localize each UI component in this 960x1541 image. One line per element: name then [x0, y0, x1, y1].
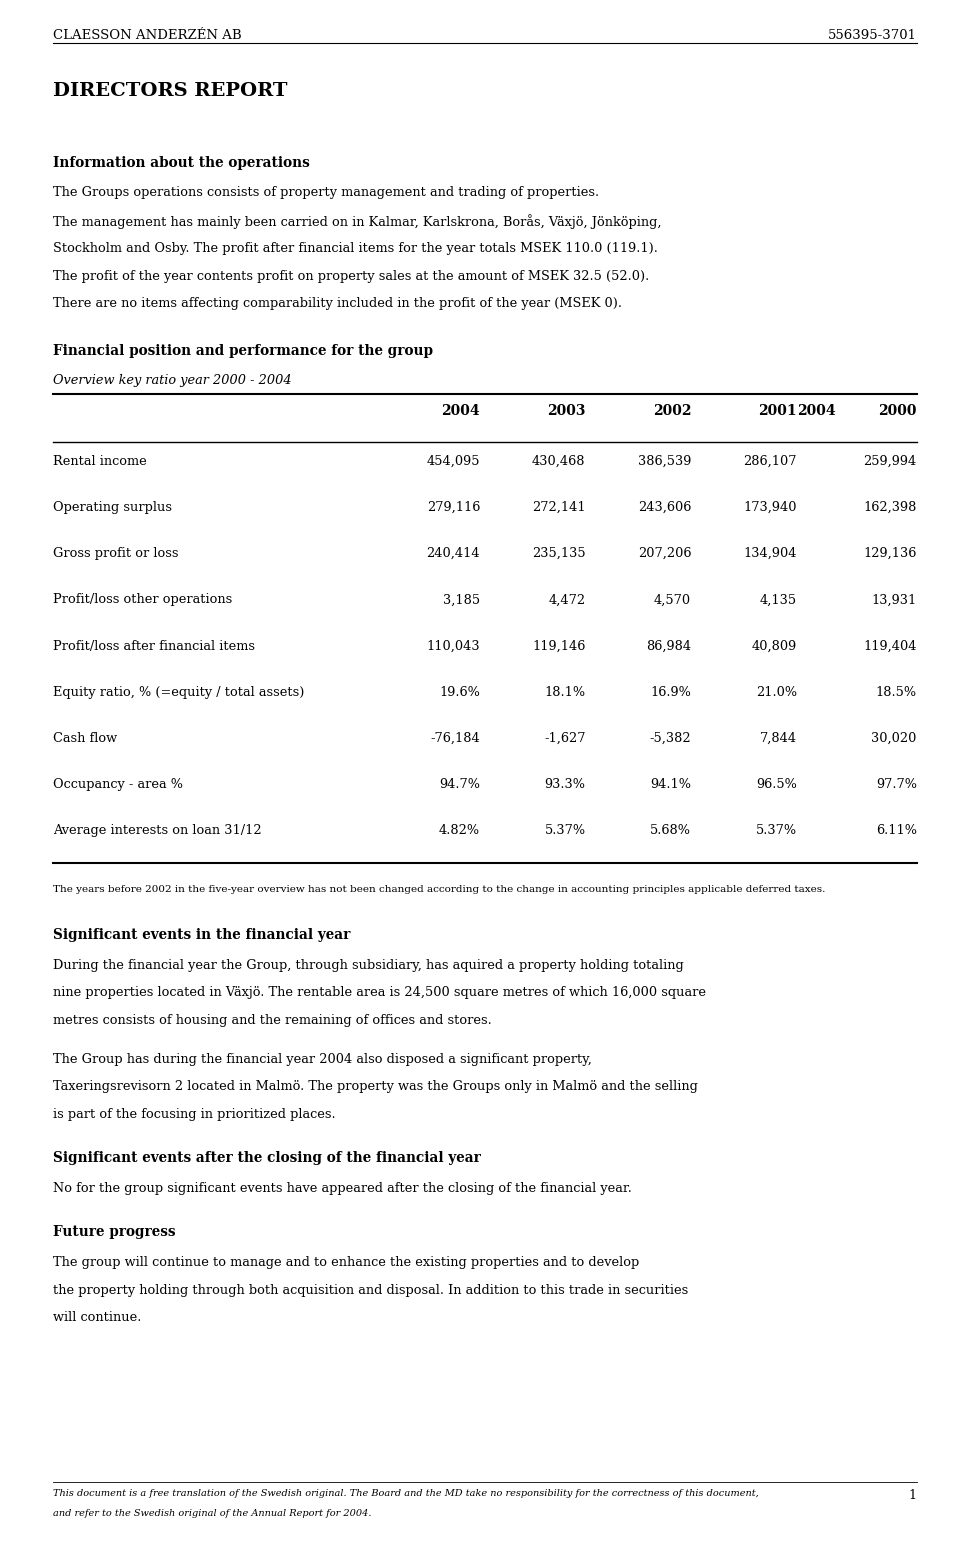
Text: 16.9%: 16.9%: [650, 686, 691, 698]
Text: 240,414: 240,414: [426, 547, 480, 559]
Text: Cash flow: Cash flow: [53, 732, 117, 744]
Text: 272,141: 272,141: [532, 501, 586, 513]
Text: 6.11%: 6.11%: [876, 824, 917, 837]
Text: is part of the focusing in prioritized places.: is part of the focusing in prioritized p…: [53, 1108, 335, 1120]
Text: Average interests on loan 31/12: Average interests on loan 31/12: [53, 824, 261, 837]
Text: 5.68%: 5.68%: [650, 824, 691, 837]
Text: The Group has during the financial year 2004 also disposed a significant propert: The Group has during the financial year …: [53, 1053, 591, 1065]
Text: CLAESSON ANDERZÉN AB: CLAESSON ANDERZÉN AB: [53, 29, 241, 42]
Text: 286,107: 286,107: [743, 455, 797, 467]
Text: 4,570: 4,570: [654, 593, 691, 606]
Text: 7,844: 7,844: [759, 732, 797, 744]
Text: 93.3%: 93.3%: [544, 778, 586, 791]
Text: metres consists of housing and the remaining of offices and stores.: metres consists of housing and the remai…: [53, 1014, 492, 1026]
Text: DIRECTORS REPORT: DIRECTORS REPORT: [53, 82, 287, 100]
Text: Significant events in the financial year: Significant events in the financial year: [53, 928, 350, 942]
Text: The group will continue to manage and to enhance the existing properties and to : The group will continue to manage and to…: [53, 1256, 639, 1268]
Text: No for the group significant events have appeared after the closing of the finan: No for the group significant events have…: [53, 1182, 632, 1194]
Text: 2004: 2004: [442, 404, 480, 418]
Text: will continue.: will continue.: [53, 1311, 141, 1324]
Text: Significant events after the closing of the financial year: Significant events after the closing of …: [53, 1151, 481, 1165]
Text: The profit of the year contents profit on property sales at the amount of MSEK 3: The profit of the year contents profit o…: [53, 270, 649, 282]
Text: the property holding through both acquisition and disposal. In addition to this : the property holding through both acquis…: [53, 1284, 688, 1296]
Text: 2000: 2000: [878, 404, 917, 418]
Text: nine properties located in Växjö. The rentable area is 24,500 square metres of w: nine properties located in Växjö. The re…: [53, 986, 706, 999]
Text: Equity ratio, % (=equity / total assets): Equity ratio, % (=equity / total assets): [53, 686, 304, 698]
Text: 2004: 2004: [797, 404, 835, 418]
Text: The management has mainly been carried on in Kalmar, Karlskrona, Borås, Växjö, J: The management has mainly been carried o…: [53, 214, 661, 230]
Text: Operating surplus: Operating surplus: [53, 501, 172, 513]
Text: 259,994: 259,994: [864, 455, 917, 467]
Text: Gross profit or loss: Gross profit or loss: [53, 547, 179, 559]
Text: Overview key ratio year 2000 - 2004: Overview key ratio year 2000 - 2004: [53, 374, 292, 387]
Text: 279,116: 279,116: [426, 501, 480, 513]
Text: 2003: 2003: [547, 404, 586, 418]
Text: This document is a free translation of the Swedish original. The Board and the M: This document is a free translation of t…: [53, 1489, 758, 1498]
Text: 18.1%: 18.1%: [544, 686, 586, 698]
Text: 243,606: 243,606: [637, 501, 691, 513]
Text: 30,020: 30,020: [872, 732, 917, 744]
Text: Profit/loss after financial items: Profit/loss after financial items: [53, 640, 254, 652]
Text: 96.5%: 96.5%: [756, 778, 797, 791]
Text: 5.37%: 5.37%: [544, 824, 586, 837]
Text: and refer to the Swedish original of the Annual Report for 2004.: and refer to the Swedish original of the…: [53, 1509, 372, 1518]
Text: 97.7%: 97.7%: [876, 778, 917, 791]
Text: Taxeringsrevisorn 2 located in Malmö. The property was the Groups only in Malmö : Taxeringsrevisorn 2 located in Malmö. Th…: [53, 1080, 698, 1093]
Text: The years before 2002 in the five-year overview has not been changed according t: The years before 2002 in the five-year o…: [53, 885, 826, 894]
Text: 4,472: 4,472: [548, 593, 586, 606]
Text: 40,809: 40,809: [752, 640, 797, 652]
Text: -1,627: -1,627: [544, 732, 586, 744]
Text: 173,940: 173,940: [743, 501, 797, 513]
Text: Occupancy - area %: Occupancy - area %: [53, 778, 182, 791]
Text: 556395-3701: 556395-3701: [828, 29, 917, 42]
Text: 110,043: 110,043: [426, 640, 480, 652]
Text: 13,931: 13,931: [872, 593, 917, 606]
Text: 3,185: 3,185: [443, 593, 480, 606]
Text: Financial position and performance for the group: Financial position and performance for t…: [53, 344, 433, 358]
Text: 2001: 2001: [758, 404, 797, 418]
Text: Profit/loss other operations: Profit/loss other operations: [53, 593, 232, 606]
Text: 21.0%: 21.0%: [756, 686, 797, 698]
Text: 4.82%: 4.82%: [439, 824, 480, 837]
Text: 94.7%: 94.7%: [439, 778, 480, 791]
Text: Information about the operations: Information about the operations: [53, 156, 309, 170]
Text: -76,184: -76,184: [430, 732, 480, 744]
Text: 119,146: 119,146: [532, 640, 586, 652]
Text: 1: 1: [909, 1489, 917, 1501]
Text: 386,539: 386,539: [637, 455, 691, 467]
Text: 430,468: 430,468: [532, 455, 586, 467]
Text: 2002: 2002: [653, 404, 691, 418]
Text: 134,904: 134,904: [743, 547, 797, 559]
Text: 19.6%: 19.6%: [439, 686, 480, 698]
Text: 162,398: 162,398: [863, 501, 917, 513]
Text: Future progress: Future progress: [53, 1225, 176, 1239]
Text: There are no items affecting comparability included in the profit of the year (M: There are no items affecting comparabili…: [53, 297, 622, 310]
Text: Rental income: Rental income: [53, 455, 147, 467]
Text: 5.37%: 5.37%: [756, 824, 797, 837]
Text: 86,984: 86,984: [646, 640, 691, 652]
Text: 94.1%: 94.1%: [650, 778, 691, 791]
Text: During the financial year the Group, through subsidiary, has aquired a property : During the financial year the Group, thr…: [53, 959, 684, 971]
Text: 119,404: 119,404: [863, 640, 917, 652]
Text: 207,206: 207,206: [637, 547, 691, 559]
Text: -5,382: -5,382: [650, 732, 691, 744]
Text: 454,095: 454,095: [426, 455, 480, 467]
Text: 129,136: 129,136: [863, 547, 917, 559]
Text: Stockholm and Osby. The profit after financial items for the year totals MSEK 11: Stockholm and Osby. The profit after fin…: [53, 242, 658, 254]
Text: 4,135: 4,135: [759, 593, 797, 606]
Text: 235,135: 235,135: [532, 547, 586, 559]
Text: 18.5%: 18.5%: [876, 686, 917, 698]
Text: The Groups operations consists of property management and trading of properties.: The Groups operations consists of proper…: [53, 186, 599, 199]
